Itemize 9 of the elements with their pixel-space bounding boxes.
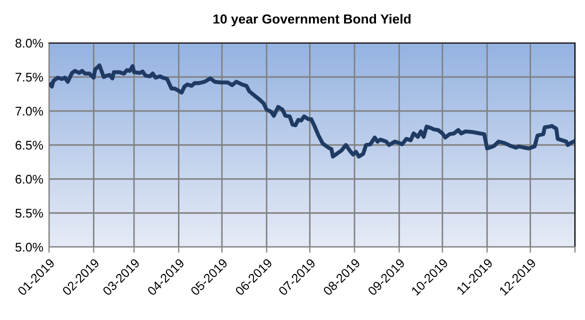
y-tick-label: 6.0%: [16, 174, 43, 184]
y-tick-label: 5.0%: [15, 242, 43, 252]
y-tick-label: 8.0%: [15, 38, 43, 48]
line-series: [49, 63, 575, 159]
y-tick-label: 6.5%: [16, 140, 43, 150]
chart-title: 10 year Government Bond Yield: [213, 14, 410, 26]
y-tick-label: 5.5%: [15, 208, 43, 218]
y-tick-label: 7.0%: [16, 106, 43, 116]
y-tick-label: 7.5%: [16, 72, 43, 82]
